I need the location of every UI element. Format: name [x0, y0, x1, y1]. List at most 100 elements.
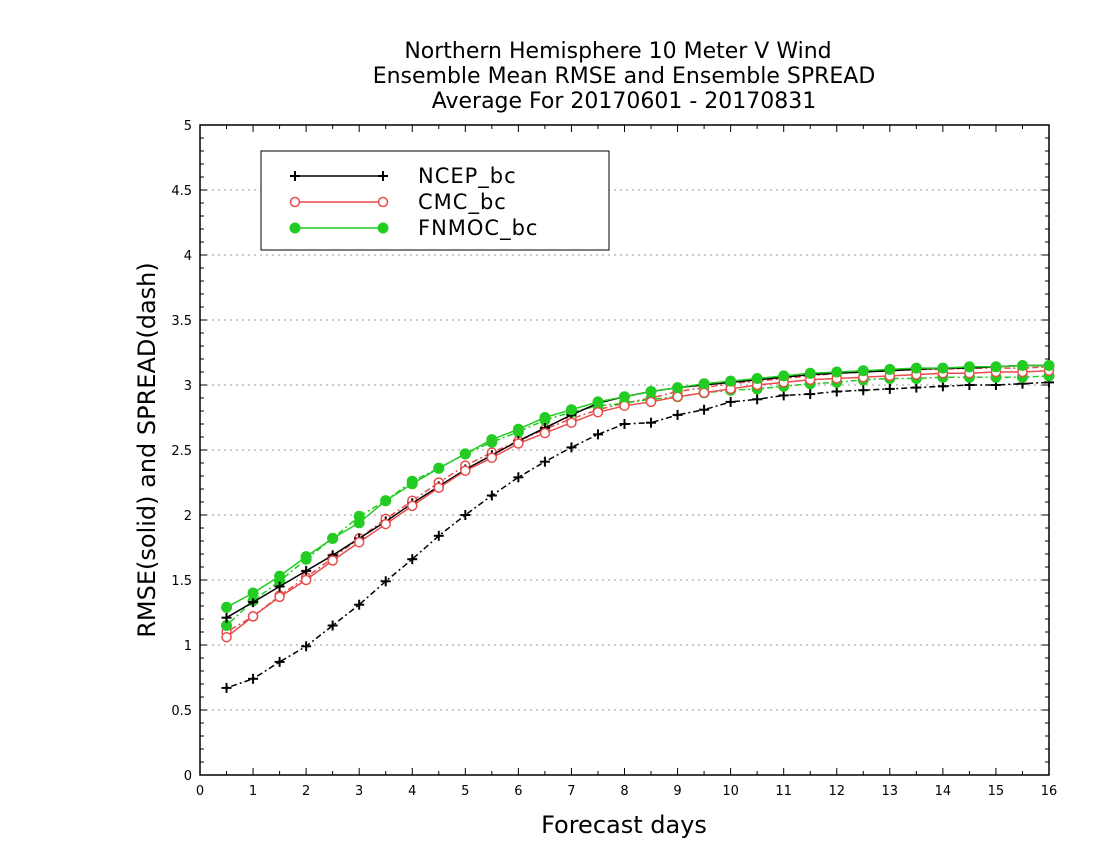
- point-fnmoc-bc-rmse: [459, 448, 471, 460]
- point-fnmoc-bc-rmse: [512, 423, 524, 435]
- legend-marker: [377, 196, 389, 208]
- legend-marker: [289, 196, 301, 208]
- point-ncep-bc-spread: [327, 620, 338, 631]
- point-ncep-bc-spread: [778, 390, 789, 401]
- point-cmc-bc-rmse: [380, 518, 391, 530]
- x-tick-label: 13: [882, 784, 899, 799]
- point-ncep-bc-spread: [354, 599, 365, 610]
- legend-label-fnmoc-bc: FNMOC_bc: [418, 216, 538, 241]
- x-tick-label: 7: [567, 784, 575, 799]
- point-ncep-bc-spread: [433, 530, 444, 541]
- point-fnmoc-bc-rmse: [937, 362, 949, 374]
- legend-marker: [377, 222, 389, 234]
- point-cmc-bc-rmse: [247, 611, 259, 622]
- x-tick-label: 2: [302, 784, 310, 799]
- y-tick-label: 3.5: [171, 314, 192, 329]
- y-tick-label: 4.5: [171, 184, 192, 199]
- x-tick-label: 4: [408, 784, 416, 799]
- y-tick-label: 5: [184, 119, 192, 134]
- axes: 0 1 2 3 4 5 6 7 8 9 10 11 12 13 14 15 1600.511.522.533.5…: [171, 119, 1057, 799]
- y-tick-label: 1: [184, 639, 192, 654]
- point-fnmoc-bc-rmse: [380, 495, 392, 507]
- x-tick-label: 3: [355, 784, 363, 799]
- point-ncep-bc-spread: [858, 385, 869, 396]
- point-ncep-bc-spread: [274, 656, 285, 667]
- point-ncep-bc-spread: [566, 442, 577, 453]
- x-tick-label: 8: [620, 784, 628, 799]
- point-fnmoc-bc-rmse: [725, 375, 737, 387]
- point-cmc-bc-rmse: [486, 452, 498, 464]
- point-ncep-bc-spread: [221, 682, 232, 693]
- plot-series: [221, 360, 1055, 693]
- point-cmc-bc-rmse: [327, 555, 338, 566]
- point-ncep-bc-rmse: [248, 597, 259, 608]
- point-fnmoc-bc-rmse: [327, 532, 339, 544]
- point-fnmoc-bc-rmse: [247, 587, 259, 599]
- point-cmc-bc-rmse: [221, 631, 232, 643]
- legend-item-cmc-bc: CMC_bc: [289, 190, 507, 215]
- y-tick-label: 1.5: [171, 574, 192, 589]
- point-fnmoc-bc-rmse: [645, 386, 657, 397]
- point-cmc-bc-rmse: [353, 537, 365, 548]
- point-cmc-bc-rmse: [566, 417, 577, 428]
- point-ncep-bc-spread: [805, 389, 816, 400]
- chart-title: Northern Hemisphere 10 Meter V Wind Ense…: [373, 39, 876, 114]
- series-ncep-bc-spread-line: [226, 381, 1050, 689]
- point-fnmoc-bc-rmse: [539, 412, 551, 423]
- point-ncep-bc-spread: [407, 554, 418, 565]
- point-ncep-bc-spread: [619, 419, 630, 429]
- title-line-2: Ensemble Mean RMSE and Ensemble SPREAD: [373, 64, 876, 89]
- y-axis-label: RMSE(solid) and SPREAD(dash): [133, 262, 161, 638]
- point-cmc-bc-rmse: [619, 400, 630, 412]
- point-ncep-bc-spread: [725, 396, 736, 407]
- point-ncep-bc-rmse: [221, 612, 232, 623]
- legend-marker: [378, 171, 388, 181]
- legend-marker: [289, 222, 301, 234]
- point-ncep-bc-spread: [884, 383, 895, 394]
- point-ncep-bc-rmse: [301, 565, 312, 576]
- x-tick-label: 0: [196, 784, 204, 799]
- point-cmc-bc-rmse: [513, 438, 524, 449]
- point-ncep-bc-spread: [380, 576, 391, 587]
- point-fnmoc-bc-rmse: [300, 551, 312, 563]
- point-ncep-bc-spread: [672, 409, 683, 420]
- point-fnmoc-bc-rmse: [565, 404, 577, 416]
- point-fnmoc-bc-rmse: [406, 478, 418, 490]
- point-fnmoc-bc-rmse: [433, 462, 445, 474]
- x-axis-label: Forecast days: [541, 811, 707, 839]
- x-tick-label: 6: [514, 784, 522, 799]
- y-tick-label: 3: [184, 379, 192, 394]
- point-ncep-bc-spread: [592, 429, 603, 440]
- point-ncep-bc-spread: [752, 394, 763, 405]
- point-cmc-bc-rmse: [539, 427, 551, 439]
- y-tick-label: 0: [184, 769, 192, 784]
- point-ncep-bc-spread: [460, 510, 471, 520]
- point-ncep-bc-spread: [937, 381, 948, 392]
- point-fnmoc-bc-rmse: [1043, 360, 1055, 371]
- point-ncep-bc-spread: [248, 673, 259, 684]
- legend-item-fnmoc-bc: FNMOC_bc: [289, 216, 538, 241]
- point-fnmoc-bc-rmse: [274, 570, 286, 582]
- x-tick-label: 12: [828, 784, 845, 799]
- point-ncep-bc-spread: [486, 490, 497, 501]
- point-ncep-bc-spread: [699, 404, 710, 415]
- point-cmc-bc-rmse: [645, 396, 657, 408]
- point-fnmoc-bc-rmse: [672, 382, 684, 394]
- point-ncep-bc-spread: [911, 382, 922, 393]
- x-tick-label: 14: [935, 784, 952, 799]
- y-tick-label: 2.5: [171, 444, 192, 459]
- series-cmc-bc-spread-line: [226, 366, 1050, 633]
- legend-label-ncep-bc: NCEP_bc: [418, 164, 517, 189]
- title-line-3: Average For 20170601 - 20170831: [432, 89, 817, 114]
- title-line-1: Northern Hemisphere 10 Meter V Wind: [404, 39, 831, 64]
- point-fnmoc-bc-rmse: [884, 363, 896, 375]
- legend-label-cmc-bc: CMC_bc: [418, 190, 507, 215]
- y-tick-label: 4: [184, 249, 192, 264]
- y-tick-label: 0.5: [171, 704, 192, 719]
- point-cmc-bc-rmse: [300, 574, 312, 586]
- point-cmc-bc-rmse: [592, 407, 604, 418]
- point-fnmoc-bc-rmse: [221, 601, 233, 613]
- point-ncep-bc-spread: [539, 456, 550, 467]
